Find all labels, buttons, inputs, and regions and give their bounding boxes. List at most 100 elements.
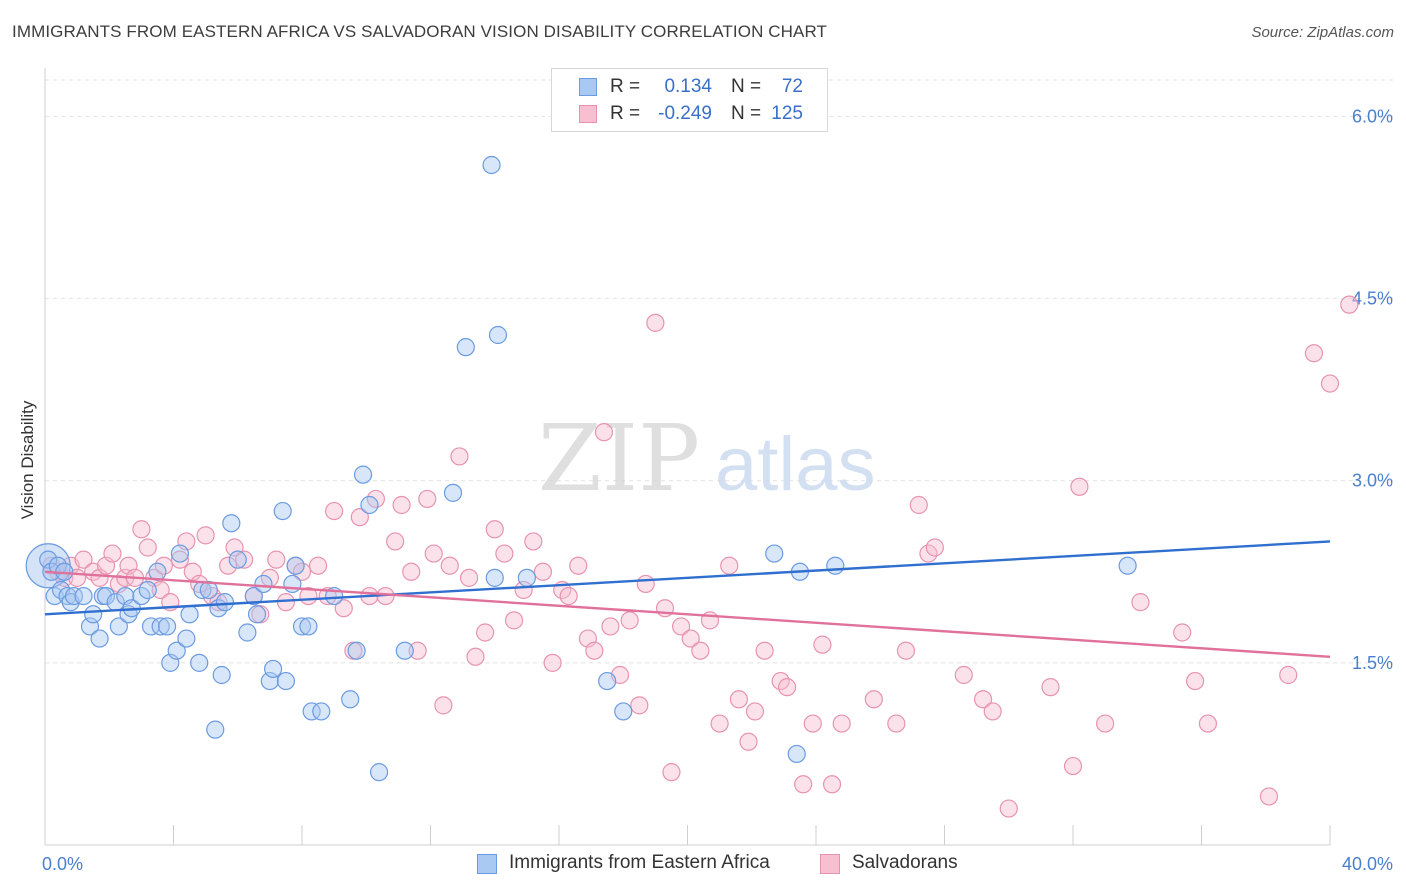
data-point: [909, 495, 928, 515]
bottom-legend-label-salvadorans: Salvadorans: [852, 852, 958, 873]
data-point: [476, 623, 495, 642]
data-point: [190, 653, 209, 672]
legend-swatch-eastern-africa: [579, 78, 597, 96]
data-point: [813, 635, 832, 654]
y-tick-label: 4.5%: [1352, 289, 1393, 309]
legend-row-eastern-africa: R = 0.134 N = 72: [552, 74, 827, 100]
data-point: [299, 617, 318, 636]
data-point: [141, 617, 161, 636]
data-point: [424, 544, 443, 563]
legend-r-value: 0.134: [664, 76, 712, 97]
data-point: [443, 483, 463, 502]
data-point: [440, 556, 459, 575]
data-point: [283, 574, 302, 594]
data-point: [765, 544, 784, 563]
data-point: [170, 550, 190, 569]
data-point: [999, 799, 1018, 818]
data-point: [170, 544, 190, 563]
data-point: [132, 520, 151, 539]
data-point: [601, 617, 620, 636]
data-point: [402, 562, 421, 581]
data-point: [151, 617, 170, 636]
data-point: [395, 641, 414, 660]
data-point: [777, 678, 797, 697]
data-point: [485, 520, 504, 539]
legend-swatch-salvadorans: [579, 105, 597, 123]
data-point: [273, 501, 292, 521]
data-point: [614, 702, 633, 721]
data-point: [408, 641, 427, 660]
data-point: [954, 665, 973, 685]
data-point: [482, 155, 501, 175]
data-point: [325, 501, 344, 521]
legend-row-salvadorans: R = -0.249 N = 125: [552, 101, 827, 127]
data-point: [138, 538, 157, 557]
data-point: [308, 556, 328, 575]
source-credit: Source: ZipAtlas.com: [1251, 24, 1394, 41]
data-point: [247, 605, 267, 624]
trend-lines: [44, 540, 1331, 658]
data-point: [267, 550, 286, 569]
data-point: [745, 702, 765, 721]
data-point: [1259, 787, 1279, 806]
data-point: [543, 653, 562, 672]
data-point: [1070, 477, 1089, 496]
data-point: [1198, 714, 1218, 733]
data-point: [720, 556, 739, 575]
data-point: [864, 690, 883, 709]
data-point: [533, 562, 553, 581]
data-point: [517, 568, 536, 587]
watermark-zip: ZIP: [538, 405, 700, 512]
data-point: [180, 605, 199, 624]
data-point: [636, 574, 655, 594]
data-point: [459, 568, 479, 587]
data-point: [341, 690, 360, 709]
data-point: [1185, 671, 1205, 691]
data-point: [74, 586, 93, 606]
data-point: [887, 714, 906, 733]
data-point: [215, 593, 234, 612]
data-point: [594, 423, 614, 442]
legend-n-label: N =: [731, 103, 762, 124]
data-point: [263, 659, 283, 679]
data-point: [212, 665, 231, 685]
data-point: [196, 526, 215, 545]
data-point: [1320, 374, 1340, 393]
data-point: [370, 763, 389, 782]
data-point: [710, 714, 729, 733]
legend-n-label: N =: [731, 76, 762, 97]
data-points: [25, 155, 1359, 818]
data-point: [138, 580, 157, 600]
data-point: [598, 671, 617, 691]
bottom-legend-swatch-eastern-africa: [477, 854, 497, 874]
data-point: [350, 508, 369, 527]
axes: [44, 68, 1331, 846]
y-tick-label: 1.5%: [1352, 653, 1393, 673]
data-point: [826, 556, 845, 575]
data-point: [832, 714, 851, 733]
data-point: [973, 690, 993, 709]
legend-r-label: R =: [610, 103, 641, 124]
data-point: [983, 702, 1002, 721]
data-point: [276, 671, 296, 691]
data-point: [630, 696, 649, 715]
bottom-legend-label-eastern-africa: Immigrants from Eastern Africa: [509, 852, 770, 873]
data-point: [729, 690, 749, 709]
data-point: [292, 617, 312, 636]
data-point: [392, 495, 411, 515]
data-point: [1131, 593, 1150, 612]
data-point: [347, 641, 366, 660]
data-point: [302, 702, 321, 721]
data-point: [755, 641, 774, 660]
chart-title: IMMIGRANTS FROM EASTERN AFRICA VS SALVAD…: [12, 22, 828, 41]
data-point: [488, 325, 508, 345]
x-tick-label: 0.0%: [42, 854, 83, 874]
watermark-atlas: atlas: [715, 422, 876, 507]
bottom-legend-swatch-salvadorans: [820, 854, 840, 874]
data-point: [787, 744, 806, 764]
data-point: [1118, 556, 1137, 575]
data-point: [456, 338, 475, 357]
data-point: [896, 641, 916, 660]
data-point: [434, 696, 453, 715]
